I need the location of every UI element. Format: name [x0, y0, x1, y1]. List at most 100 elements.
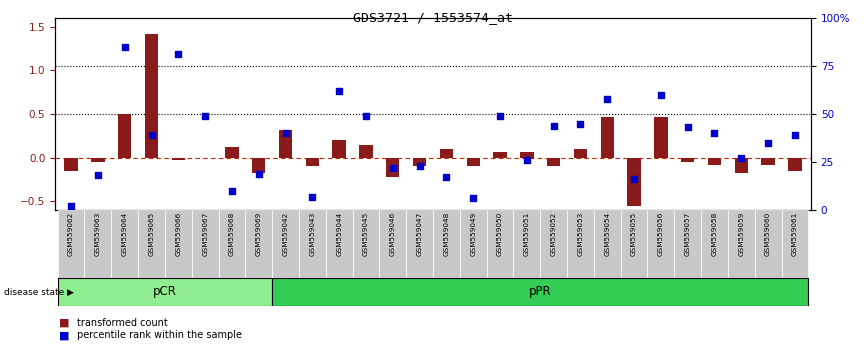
- Text: GSM559050: GSM559050: [497, 212, 503, 256]
- Bar: [359, 145, 372, 158]
- Text: GSM559052: GSM559052: [551, 212, 557, 256]
- Text: GSM559049: GSM559049: [470, 212, 476, 256]
- Text: pCR: pCR: [153, 285, 177, 298]
- Bar: [58, 278, 272, 306]
- Text: GSM559046: GSM559046: [390, 212, 396, 256]
- Bar: [728, 210, 754, 278]
- Bar: [460, 210, 487, 278]
- Point: [627, 176, 641, 182]
- Point: [225, 188, 239, 194]
- Text: percentile rank within the sample: percentile rank within the sample: [77, 330, 242, 340]
- Text: GSM559051: GSM559051: [524, 212, 530, 256]
- Text: GSM559063: GSM559063: [95, 212, 101, 256]
- Point: [546, 123, 560, 129]
- Bar: [567, 210, 594, 278]
- Bar: [547, 158, 560, 166]
- Bar: [627, 158, 641, 206]
- Text: GSM559060: GSM559060: [765, 212, 771, 256]
- Point: [252, 171, 266, 176]
- Point: [386, 165, 400, 171]
- Bar: [654, 118, 668, 158]
- Point: [466, 196, 480, 201]
- Bar: [648, 210, 675, 278]
- Text: disease state ▶: disease state ▶: [4, 287, 74, 297]
- Bar: [64, 158, 78, 171]
- Bar: [272, 210, 299, 278]
- Point: [600, 96, 614, 102]
- Bar: [433, 210, 460, 278]
- Point: [439, 175, 453, 180]
- Point: [118, 44, 132, 50]
- Text: GSM559058: GSM559058: [712, 212, 718, 256]
- Point: [198, 113, 212, 119]
- Point: [333, 88, 346, 94]
- Point: [359, 113, 373, 119]
- Bar: [138, 210, 165, 278]
- Text: transformed count: transformed count: [77, 318, 167, 328]
- Bar: [781, 210, 808, 278]
- Text: GSM559047: GSM559047: [417, 212, 423, 256]
- Bar: [118, 114, 132, 158]
- Bar: [225, 147, 239, 158]
- Text: GSM559044: GSM559044: [336, 212, 342, 256]
- Bar: [299, 210, 326, 278]
- Bar: [245, 210, 272, 278]
- Point: [654, 92, 668, 98]
- Bar: [58, 210, 85, 278]
- Point: [734, 155, 748, 161]
- Point: [413, 163, 427, 169]
- Bar: [467, 158, 480, 166]
- Bar: [494, 153, 507, 158]
- Bar: [218, 210, 245, 278]
- Text: ■: ■: [60, 318, 70, 328]
- Bar: [734, 158, 748, 173]
- Bar: [675, 210, 701, 278]
- Point: [279, 130, 293, 136]
- Text: GSM559066: GSM559066: [175, 212, 181, 256]
- Bar: [520, 152, 533, 158]
- Bar: [788, 158, 802, 171]
- Text: GSM559059: GSM559059: [739, 212, 744, 256]
- Text: GDS3721 / 1553574_at: GDS3721 / 1553574_at: [353, 11, 513, 24]
- Text: GSM559053: GSM559053: [578, 212, 584, 256]
- Bar: [487, 210, 514, 278]
- Point: [145, 132, 158, 138]
- Bar: [326, 210, 352, 278]
- Bar: [406, 210, 433, 278]
- Point: [573, 121, 587, 126]
- Text: GSM559054: GSM559054: [604, 212, 611, 256]
- Point: [306, 194, 320, 199]
- Text: GSM559067: GSM559067: [202, 212, 208, 256]
- Bar: [112, 210, 138, 278]
- Bar: [574, 149, 587, 158]
- Bar: [600, 116, 614, 158]
- Point: [520, 157, 533, 163]
- Bar: [754, 210, 781, 278]
- Point: [708, 130, 721, 136]
- Bar: [145, 34, 158, 158]
- Point: [64, 203, 78, 209]
- Text: GSM559056: GSM559056: [658, 212, 664, 256]
- Bar: [165, 210, 191, 278]
- Text: GSM559062: GSM559062: [68, 212, 74, 256]
- Point: [493, 113, 507, 119]
- Text: GSM559055: GSM559055: [631, 212, 637, 256]
- Text: GSM559064: GSM559064: [122, 212, 127, 256]
- Point: [761, 140, 775, 145]
- Bar: [761, 158, 775, 165]
- Text: GSM559068: GSM559068: [229, 212, 235, 256]
- Bar: [514, 210, 540, 278]
- Bar: [279, 130, 292, 158]
- Point: [681, 125, 695, 130]
- Point: [91, 173, 105, 178]
- Bar: [191, 210, 218, 278]
- Point: [788, 132, 802, 138]
- Bar: [171, 158, 185, 160]
- Text: pPR: pPR: [529, 285, 552, 298]
- Bar: [621, 210, 648, 278]
- Bar: [252, 158, 266, 173]
- Bar: [91, 158, 105, 162]
- Text: GSM559043: GSM559043: [309, 212, 315, 256]
- Bar: [352, 210, 379, 278]
- Bar: [440, 149, 453, 158]
